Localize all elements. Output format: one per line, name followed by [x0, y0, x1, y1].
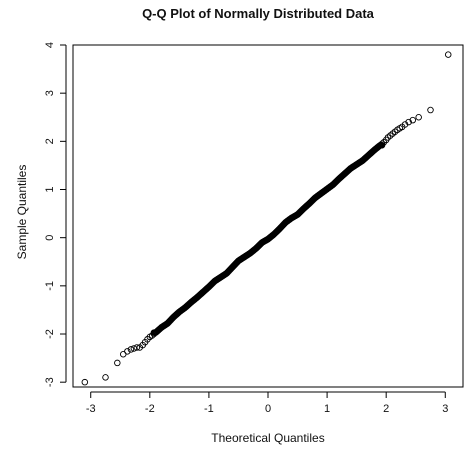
x-tick-label: 3 — [442, 403, 448, 415]
data-point — [409, 116, 417, 124]
data-point — [415, 113, 422, 121]
x-tick-label: 1 — [324, 403, 330, 415]
data-point — [124, 348, 131, 355]
data-point — [405, 118, 412, 126]
x-axis-label: Theoretical Quantiles — [211, 431, 324, 445]
data-point — [81, 378, 89, 386]
y-axis-label: Sample Quantiles — [15, 165, 29, 260]
chart-title: Q-Q Plot of Normally Distributed Data — [142, 6, 375, 21]
y-tick-label: -1 — [44, 281, 56, 291]
x-tick-label: -3 — [86, 403, 96, 415]
x-tick-label: 0 — [265, 403, 271, 415]
data-point — [148, 332, 156, 339]
data-points — [81, 51, 452, 386]
data-point — [114, 359, 121, 367]
y-axis: -3 -2 -1 0 1 2 3 4 — [44, 42, 67, 387]
y-tick-label: 3 — [44, 90, 56, 96]
data-point — [444, 51, 452, 58]
x-tick-label: -1 — [204, 403, 214, 415]
y-tick-label: 1 — [44, 186, 56, 192]
y-tick-label: -2 — [44, 329, 56, 339]
x-axis: -3 -2 -1 0 1 2 3 — [86, 391, 448, 415]
y-tick-label: 2 — [44, 138, 56, 144]
data-point — [150, 330, 158, 338]
data-point — [133, 344, 141, 351]
data-point — [427, 106, 434, 114]
x-tick-label: 2 — [383, 403, 389, 415]
plot-box — [72, 44, 464, 388]
data-point — [127, 346, 135, 353]
data-point — [378, 140, 386, 147]
data-point — [130, 345, 138, 352]
plot-area-frame — [72, 44, 464, 388]
x-tick-label: -2 — [145, 403, 155, 415]
data-point — [102, 374, 109, 381]
y-tick-label: 4 — [44, 42, 56, 48]
y-tick-label: 0 — [44, 235, 56, 241]
y-tick-label: -3 — [44, 377, 56, 387]
